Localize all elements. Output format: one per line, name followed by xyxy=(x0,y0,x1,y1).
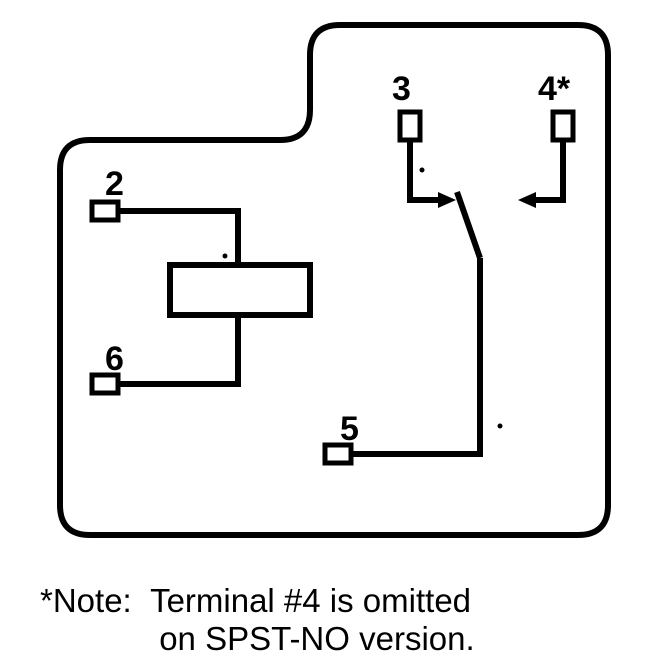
relay-switch xyxy=(351,140,563,454)
note-prefix: *Note: xyxy=(40,582,132,619)
terminal-4: 4* xyxy=(538,70,573,140)
terminal-2-label: 2 xyxy=(105,165,124,203)
note-line2: on SPST-NO version. xyxy=(159,620,474,657)
terminal-3: 3 xyxy=(392,70,420,140)
terminal-3-label: 3 xyxy=(392,70,411,108)
terminal-4-label: 4* xyxy=(538,70,571,108)
dot-decorative xyxy=(420,168,425,173)
dot-decorative xyxy=(223,254,228,259)
terminal-5-label: 5 xyxy=(340,410,359,448)
note-line1: Terminal #4 is omitted xyxy=(150,582,471,619)
terminal-6-label: 6 xyxy=(105,340,124,378)
relay-coil xyxy=(118,211,310,384)
footnote: *Note: Terminal #4 is omitted on SPST-NO… xyxy=(40,582,640,658)
dot-decorative xyxy=(498,424,503,429)
